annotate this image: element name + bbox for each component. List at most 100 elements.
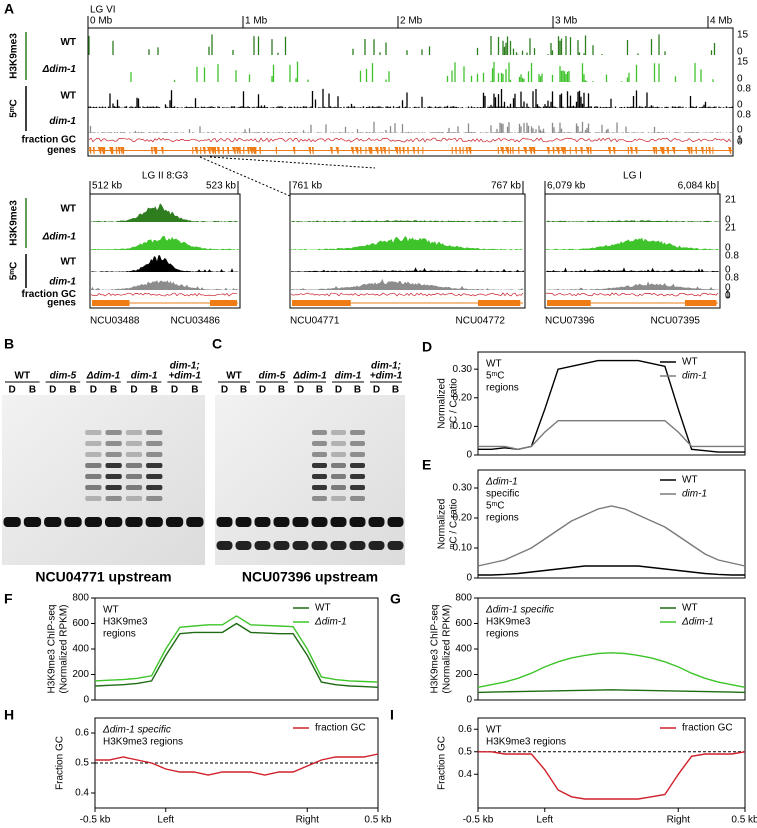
lane-label: Δdim-1 [86, 371, 121, 382]
gene [478, 300, 521, 306]
region-end: 767 kb [491, 181, 521, 192]
y-tick-label: 0.6 [458, 724, 472, 735]
gene [685, 300, 717, 306]
zoom-frame [289, 193, 526, 309]
region-start: 761 kb [292, 181, 322, 192]
band [85, 452, 102, 457]
track-label: Δdim-1 [42, 64, 77, 75]
gc-line [88, 137, 732, 143]
band [105, 474, 122, 479]
track-min: 0 [725, 291, 731, 302]
band [125, 474, 143, 479]
band [331, 441, 346, 446]
band [146, 485, 163, 490]
band [350, 485, 365, 490]
band [331, 496, 346, 501]
band [125, 430, 143, 435]
band [146, 463, 163, 468]
band [312, 485, 327, 490]
track-label: WT [60, 204, 76, 215]
band [292, 541, 309, 550]
panel-label: E [422, 457, 431, 473]
gc-line [545, 292, 719, 297]
zoom-connector [199, 156, 376, 197]
band [273, 517, 290, 527]
x-tick-label: -0.5 kb [80, 815, 111, 826]
digest-label: B [110, 385, 117, 396]
band [350, 430, 365, 435]
legend-label: WT [682, 357, 698, 368]
band [3, 517, 21, 527]
inset-text: H3K9me3 [486, 617, 531, 628]
series-line [478, 420, 745, 451]
track-max: 21 [725, 195, 737, 206]
scale-label: 3 Mb [555, 16, 578, 27]
band [368, 541, 385, 550]
digest-label: B [151, 385, 158, 396]
series-line [478, 565, 745, 576]
gc-line [290, 292, 524, 297]
band [125, 496, 143, 501]
series-line [477, 652, 746, 688]
digest-label: B [191, 385, 198, 396]
band [165, 517, 184, 527]
gene [92, 300, 130, 306]
digest-label: D [49, 385, 56, 396]
group-label: 5ᵐC [9, 262, 20, 280]
panel-label: I [390, 707, 394, 723]
band [44, 517, 62, 527]
band [331, 463, 346, 468]
band [105, 496, 122, 501]
digest-label: B [278, 385, 285, 396]
track-label: WT [60, 37, 76, 48]
inset-text: specific [486, 489, 519, 500]
y-tick-label: 0.5 [458, 746, 472, 757]
track-max: 1 [725, 290, 731, 301]
gene-name: NCU04771 [290, 316, 340, 327]
series-line [477, 505, 746, 567]
y-tick-label: 0.30 [453, 483, 473, 494]
legend-label: dim-1 [682, 371, 707, 382]
digest-label: D [130, 385, 137, 396]
inset-text: Δdim-1 specific [485, 605, 554, 616]
y-tick-label: 0 [83, 695, 89, 706]
track-signal [291, 236, 524, 250]
digest-label: D [9, 385, 16, 396]
band [350, 496, 365, 501]
y-tick-label: 800 [72, 593, 89, 604]
y-tick-label: 0 [466, 450, 472, 461]
inset-text: WT [103, 605, 119, 616]
band [368, 517, 385, 527]
y-tick-label: 200 [72, 669, 89, 680]
plot-frame [477, 717, 746, 809]
band [105, 517, 123, 527]
lane-label: +dim-1 [168, 371, 201, 382]
plot-frame [477, 469, 746, 579]
band [312, 452, 327, 457]
track-signal [91, 280, 239, 290]
lane-label: +dim-1 [370, 371, 403, 382]
inset-text: WT [486, 359, 502, 370]
band [349, 517, 366, 527]
y-tick-label: 0.4 [75, 788, 89, 799]
inset-text: Δdim-1 specific [102, 725, 171, 736]
track-signal [88, 34, 716, 55]
series-line [478, 751, 746, 800]
band [331, 452, 346, 457]
band [254, 517, 271, 527]
band [330, 541, 347, 550]
track-max: 0.8 [725, 273, 739, 284]
track-label: fraction GC [22, 135, 76, 146]
track-label: genes [47, 145, 76, 156]
band [145, 517, 163, 527]
series-line [94, 615, 379, 683]
y-tick-label: 0.4 [458, 769, 472, 780]
digest-label: D [221, 385, 228, 396]
plot-frame [477, 351, 746, 456]
track-label: dim-1 [49, 116, 76, 127]
band [125, 485, 143, 490]
band [387, 541, 404, 550]
lane-label: dim-5 [259, 371, 286, 382]
inset-text: 5ᵐC [486, 371, 505, 382]
track-signal [546, 281, 719, 290]
